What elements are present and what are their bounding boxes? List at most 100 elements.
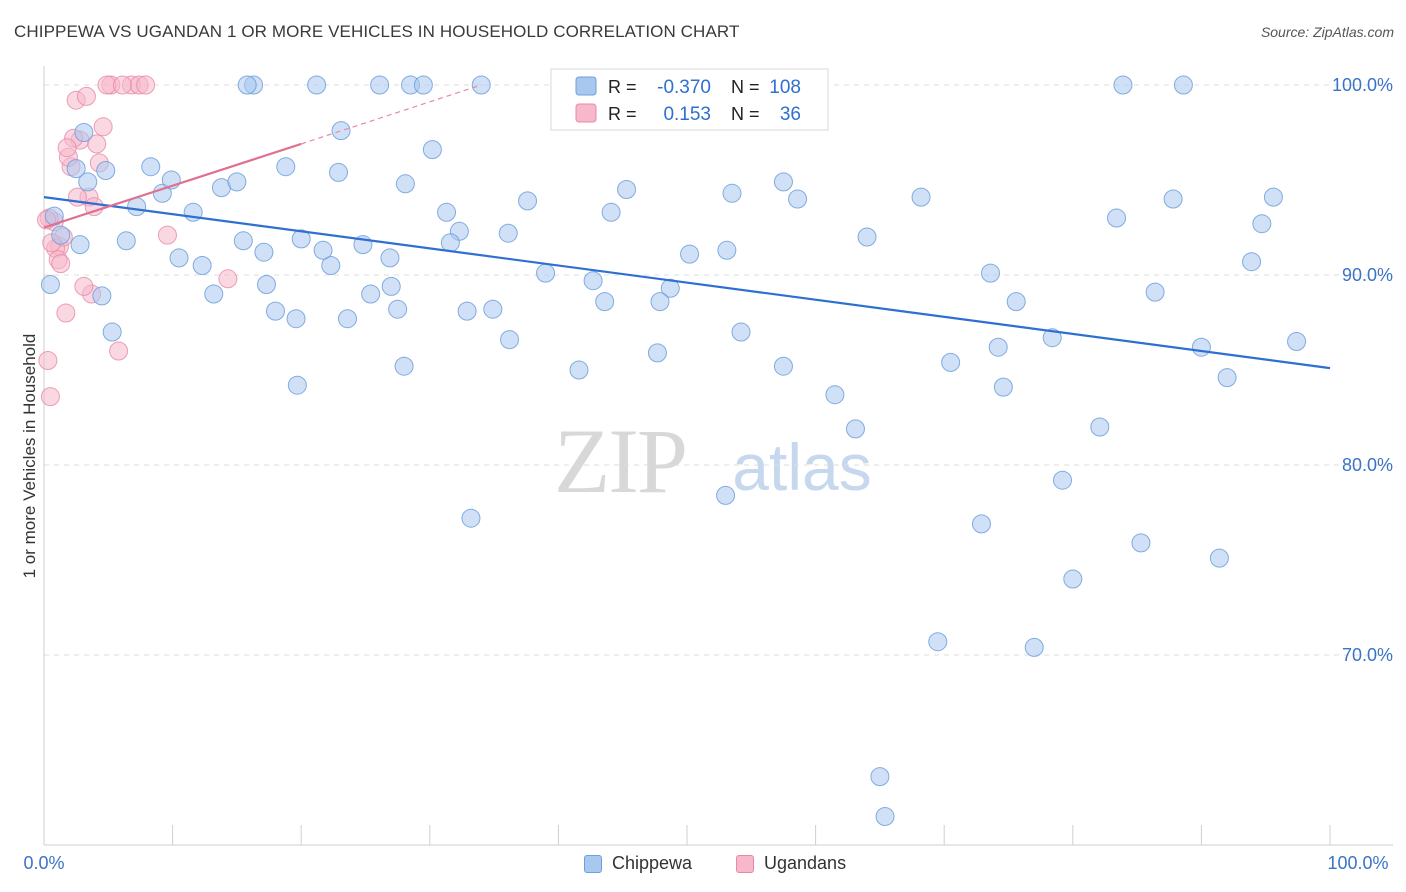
chippewa-point-87 [595,292,615,312]
chippewa-point-92 [971,514,991,534]
ugandans-trend-line [43,142,302,229]
legend-swatch-chippewa [575,76,597,96]
legend-n-label-ugandans: N = [731,104,760,124]
chippewa-point-30 [422,140,442,160]
chippewa-point-8 [141,157,161,177]
chippewa-point-85 [461,508,481,528]
chippewa-point-64 [1113,75,1133,95]
chippewa-point-22 [331,121,351,141]
chippewa-point-39 [601,202,621,222]
x-axis-ticks [172,825,1331,845]
chippewa-point-29 [413,75,433,95]
ugandans-point-22 [74,276,94,296]
chippewa-point-68 [1173,75,1193,95]
chippewa-point-47 [731,322,751,342]
chippewa-point-24 [370,75,390,95]
ugandans-swatch [736,854,754,873]
ugandans-trend-extension [301,84,482,145]
legend-label-ugandans: Ugandans [764,853,847,873]
chippewa-point-37 [569,360,589,380]
legend-item-ugandans: Ugandans [736,853,846,874]
chippewa-point-83 [380,248,400,268]
chippewa-point-25 [381,276,401,296]
y-axis-label: 1 or more Vehicles in Household [20,334,39,579]
x-axis-tick-labels: 0.0% 100.0% [23,853,1388,873]
chippewa-point-35 [518,191,538,211]
chippewa-point-105 [498,223,518,243]
legend-n-label-chippewa: N = [731,77,760,97]
legend-r-value-chippewa: -0.370 [657,77,711,98]
chippewa-point-36 [536,263,556,283]
chippewa-point-55 [928,632,948,652]
chippewa-point-40 [617,180,637,199]
chippewa-point-80 [204,284,224,304]
trend-lines [43,84,1331,370]
chippewa-point-10 [169,248,189,268]
chippewa-point-53 [870,767,890,787]
chippewa-point-48 [773,172,793,192]
chippewa-point-42 [647,343,667,363]
ugandans-point-11 [93,117,113,137]
ugandans-point-28 [157,225,177,245]
ugandans-point-27 [136,75,156,95]
watermark-atlas: atlas [732,430,871,504]
legend-r-value-ugandans: 0.153 [663,104,711,125]
chippewa-point-96 [96,161,116,180]
correlation-legend: R = -0.370 N = 108 R = 0.153 N = 36 [550,68,829,131]
axes [43,66,1393,846]
chippewa-point-103 [395,174,415,194]
chippewa-point-6 [116,231,136,251]
chippewa-point-17 [265,301,285,321]
chippewa-point-89 [716,485,736,505]
chippewa-point-70 [1209,548,1229,568]
y-axis-tick-labels: 70.0% 80.0% 90.0% 100.0% [1332,75,1393,665]
ugandans-point-0 [38,351,58,370]
chippewa-point-45 [717,240,737,260]
ugandans-point-1 [40,387,60,407]
grid-lines [44,84,1393,656]
chippewa-point-61 [1063,569,1083,589]
legend-r-label-ugandans: R = [608,104,637,124]
legend-swatch-ugandans [575,103,597,123]
chippewa-point-38 [583,271,603,291]
chippewa-point-104 [440,233,460,253]
y-tick-label-70: 70.0% [1342,645,1393,665]
chippewa-point-75 [1287,332,1307,351]
chippewa-point-81 [287,375,307,395]
y-tick-label-90: 90.0% [1342,265,1393,285]
chippewa-point-69 [1191,337,1211,357]
chippewa-point-93 [988,337,1008,357]
ugandans-point-26 [112,75,132,95]
chippewa-point-62 [1090,417,1110,437]
legend-n-value-ugandans: 36 [780,104,801,125]
chippewa-point-72 [1242,252,1262,272]
chippewa-point-86 [500,330,520,350]
chippewa-point-99 [291,229,311,249]
ugandans-point-35 [57,138,77,158]
chippewa-point-91 [941,352,961,372]
chippewa-point-23 [337,309,357,329]
chippewa-point-31 [437,202,457,222]
chippewa-point-14 [233,231,253,251]
chippewa-point-100 [313,240,333,260]
chippewa-point-65 [1131,533,1151,553]
chippewa-point-56 [980,263,1000,283]
chippewa-swatch [584,854,602,873]
watermark-zip: ZIP [554,410,686,512]
chippewa-point-67 [1163,189,1183,209]
chippewa-point-57 [993,377,1013,397]
legend-label-chippewa: Chippewa [612,853,693,873]
chippewa-point-58 [1006,292,1026,312]
chippewa-point-21 [321,256,341,275]
chippewa-point-49 [788,189,808,209]
chippewa-point-16 [256,275,276,294]
legend-n-value-chippewa: 108 [769,77,801,98]
chippewa-point-46 [722,183,742,203]
chippewa-point-74 [1263,187,1283,207]
ugandans-point-32 [51,254,71,274]
legend-item-chippewa: Chippewa [584,853,692,874]
chippewa-point-98 [254,242,274,262]
chippewa-point-60 [1053,470,1073,490]
chippewa-point-77 [74,123,94,142]
